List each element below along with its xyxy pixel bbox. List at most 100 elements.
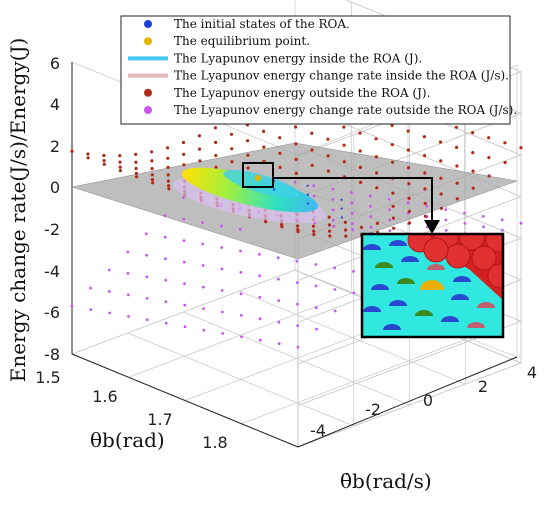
energy-point (264, 220, 268, 224)
legend-swatch (144, 20, 152, 28)
energy-rate-point (295, 259, 299, 263)
energy-point (326, 169, 330, 173)
energy-point (390, 143, 394, 147)
energy-point (471, 169, 475, 173)
energy-point (150, 173, 154, 177)
energy-rate-point (220, 289, 224, 292)
energy-point (102, 162, 106, 166)
initial-state-point (306, 202, 309, 205)
legend-label: The equilibrium point. (174, 34, 310, 48)
x-axis-line (71, 353, 299, 448)
energy-point (150, 150, 154, 154)
energy-rate-point (315, 327, 318, 331)
energy-rate-point (239, 271, 243, 274)
energy-rate-point (350, 201, 354, 205)
energy-rate-point (163, 235, 167, 239)
energy-rate-point (350, 211, 354, 215)
energy-rate-point (257, 252, 261, 256)
energy-rate-point (500, 218, 504, 222)
inset-marker (453, 276, 471, 282)
energy-point (327, 223, 331, 227)
inset-red-dots (407, 234, 503, 289)
y-tick-label: -2 (365, 400, 381, 419)
energy-point (454, 125, 458, 129)
zoom-inset (360, 232, 505, 339)
energy-point (375, 186, 379, 190)
energy-point (246, 139, 250, 143)
legend-swatch (144, 106, 152, 114)
energy-rate-point (331, 208, 335, 212)
energy-point (439, 159, 443, 163)
energy-rate-point (183, 282, 186, 285)
energy-point (407, 196, 411, 200)
energy-point (326, 154, 330, 158)
energy-point (134, 152, 138, 156)
energy-point (166, 179, 170, 183)
energy-rate-point (444, 208, 448, 212)
energy-point (294, 125, 298, 129)
energy-rate-point (332, 224, 336, 228)
z-tick-label: 2 (50, 137, 60, 156)
z-tick-label: -8 (44, 345, 60, 364)
energy-rate-point (202, 307, 206, 310)
z-tick-label: -6 (44, 303, 60, 322)
energy-point (86, 156, 90, 160)
energy-point (198, 147, 202, 151)
energy-rate-point (406, 201, 410, 205)
inset-equilibrium-marker (420, 280, 444, 290)
energy-rate-point (221, 332, 225, 335)
energy-rate-point (352, 270, 355, 273)
energy-point (374, 155, 378, 159)
inset-marker (383, 324, 401, 330)
energy-point (102, 159, 106, 163)
inset-marker (371, 284, 389, 290)
energy-point (327, 215, 331, 219)
y-tick-labels: -4 -2 0 2 4 (310, 363, 537, 440)
energy-point (407, 209, 411, 213)
energy-point (407, 221, 412, 225)
y-axis-line (297, 356, 518, 448)
energy-rate-point (293, 180, 297, 184)
energy-rate-point (481, 215, 485, 218)
energy-point (344, 234, 348, 238)
legend-swatch (144, 37, 152, 46)
z-tick-labels: -8 -6 -4 -2 0 2 4 6 (44, 54, 60, 364)
energy-point (167, 184, 171, 188)
energy-rate-point (258, 338, 262, 342)
initial-state-point (306, 193, 309, 196)
energy-point (422, 135, 426, 139)
energy-rate-point (350, 191, 353, 194)
energy-rate-point (333, 266, 337, 270)
energy-rate-point (314, 263, 318, 266)
energy-point (503, 160, 507, 165)
energy-rate-point (368, 194, 372, 198)
energy-rate-point (352, 291, 356, 295)
legend-swatch (144, 88, 152, 97)
energy-rate-point (277, 299, 281, 303)
energy-point (503, 141, 507, 145)
energy-point (312, 229, 316, 233)
energy-rate-point (182, 217, 186, 221)
energy-rate-point (387, 197, 391, 201)
energy-rate-point (239, 292, 243, 296)
inset-red-dot (487, 263, 503, 289)
legend-label: The Lyapunov energy change rate inside t… (174, 69, 509, 83)
inset-marker (389, 300, 407, 306)
energy-rate-point (239, 249, 242, 253)
energy-rate-point (107, 268, 111, 272)
energy-point (358, 165, 362, 169)
energy-point (151, 181, 155, 185)
energy-point (280, 225, 284, 229)
inset-marker (363, 306, 381, 312)
energy-point (198, 159, 202, 163)
inset-red-dot (445, 243, 471, 269)
energy-point (471, 131, 475, 135)
energy-point (328, 234, 332, 238)
energy-point (294, 142, 298, 146)
energy-rate-point (220, 267, 224, 271)
energy-rate-point (182, 196, 185, 200)
energy-point (135, 175, 139, 179)
energy-rate-point (463, 211, 466, 215)
energy-point (294, 157, 298, 161)
roa-energy-surface (181, 167, 319, 213)
